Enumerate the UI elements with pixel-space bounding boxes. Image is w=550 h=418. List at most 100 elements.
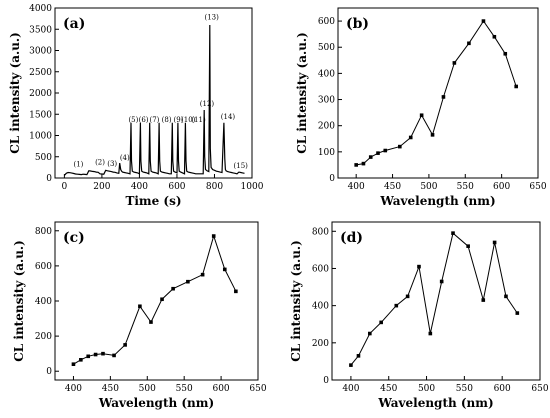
peak-annotation: (15) [234, 162, 249, 170]
chart-panel-b: 400 450 500 550 600 650 0 100 200 300 400 500 600 Wav… [295, 7, 547, 208]
x-axis-label: Wavelength (nm) [379, 194, 495, 208]
data-point [492, 240, 497, 245]
series-line [350, 232, 518, 366]
y-tick-label: 400 [312, 302, 329, 312]
data-point [149, 320, 153, 324]
data-point [361, 161, 366, 166]
peak-annotation: (10) [181, 116, 196, 124]
y-tick-label: 200 [318, 122, 335, 132]
y-tick-label: 500 [35, 153, 52, 163]
data-point [451, 231, 455, 235]
data-point [466, 244, 470, 248]
y-tick-label: 200 [35, 332, 52, 342]
peak-annotation: (1) [73, 161, 83, 169]
data-point [398, 144, 402, 149]
data-point [86, 354, 91, 359]
y-tick-label: 800 [312, 227, 329, 237]
y-tick-label: 2000 [29, 89, 52, 99]
data-point [383, 148, 388, 153]
x-tick-label: 400 [65, 384, 82, 394]
x-tick-label: 450 [102, 384, 119, 394]
data-point [200, 272, 205, 277]
panel-label: (d) [340, 230, 363, 246]
data-point [514, 84, 518, 89]
y-tick-label: 0 [46, 367, 52, 377]
panel-label: (c) [63, 230, 85, 246]
data-point [112, 353, 116, 358]
data-point [171, 286, 175, 291]
peak-annotation: (3) [107, 160, 117, 168]
data-point [481, 19, 486, 23]
x-tick-label: 450 [380, 384, 397, 394]
x-tick-label: 400 [131, 182, 148, 192]
data-point [101, 351, 105, 356]
peak-annotation: (12) [200, 100, 215, 108]
x-axis-label: Time (s) [125, 194, 181, 208]
y-axis-label: CL intensity (a.u.) [295, 32, 309, 154]
data-point [368, 155, 373, 159]
series-line [63, 24, 245, 176]
x-tick-label: 550 [457, 182, 474, 192]
chart-panel-a: 0 200 400 600 800 1000 0 500 1000 1500 2000 2500 300… [8, 4, 264, 208]
plot-frame [54, 221, 259, 381]
x-tick-label: 550 [176, 384, 193, 394]
data-point [405, 294, 410, 299]
x-tick-label: 650 [529, 182, 546, 192]
data-point [160, 297, 164, 302]
data-point [408, 135, 413, 140]
y-tick-label: 2500 [29, 68, 52, 78]
series-line [356, 20, 517, 166]
series-line [73, 234, 237, 365]
x-tick-label: 650 [531, 384, 548, 394]
data-point [441, 95, 446, 99]
x-axis-label: Wavelength (nm) [98, 396, 214, 410]
x-tick-label: 600 [168, 182, 185, 192]
x-tick-label: 800 [206, 182, 223, 192]
data-point [428, 331, 433, 336]
data-point [123, 343, 127, 347]
y-tick-label: 400 [35, 297, 52, 307]
y-tick-label: 200 [312, 339, 329, 349]
peak-annotation: (5) [128, 116, 138, 124]
y-tick-label: 400 [318, 69, 335, 79]
x-tick-label: 600 [494, 384, 511, 394]
data-point [430, 133, 435, 137]
peak-annotation: (8) [162, 116, 172, 124]
data-point [138, 304, 142, 309]
x-tick-label: 550 [456, 384, 473, 394]
y-tick-label: 3000 [29, 47, 52, 57]
y-tick-label: 100 [318, 148, 335, 158]
x-tick-label: 500 [418, 384, 435, 394]
panel-label: (a) [63, 16, 85, 32]
data-point [419, 113, 424, 118]
data-point [376, 151, 380, 155]
x-tick-label: 650 [249, 384, 266, 394]
data-point [439, 279, 444, 284]
chart-panel-d: 400 450 500 550 600 650 0 200 400 600 800 Wavelengt… [289, 221, 549, 410]
data-point [222, 267, 227, 272]
x-tick-label: 500 [420, 182, 437, 192]
y-tick-label: 1000 [29, 132, 52, 142]
x-tick-label: 600 [493, 182, 510, 192]
y-tick-label: 3500 [29, 25, 52, 35]
data-point [379, 320, 383, 325]
y-axis-label: CL intensity (a.u.) [289, 240, 303, 362]
data-point [368, 331, 372, 336]
data-point [504, 294, 508, 299]
peak-annotation: (4) [120, 154, 130, 162]
data-point [452, 61, 457, 65]
data-point [394, 303, 399, 308]
y-tick-label: 600 [35, 262, 52, 272]
data-point [349, 363, 353, 367]
data-point [186, 279, 190, 284]
data-point [211, 234, 216, 238]
peak-annotation: (9) [173, 116, 183, 124]
peak-annotation: (2) [95, 158, 105, 166]
y-tick-label: 300 [318, 96, 335, 106]
x-tick-label: 400 [348, 182, 365, 192]
y-axis-label: CL intensity (a.u.) [12, 240, 26, 362]
peak-annotation: (14) [221, 113, 236, 121]
y-axis-label: CL intensity (a.u.) [8, 32, 22, 154]
x-tick-label: 500 [139, 384, 156, 394]
